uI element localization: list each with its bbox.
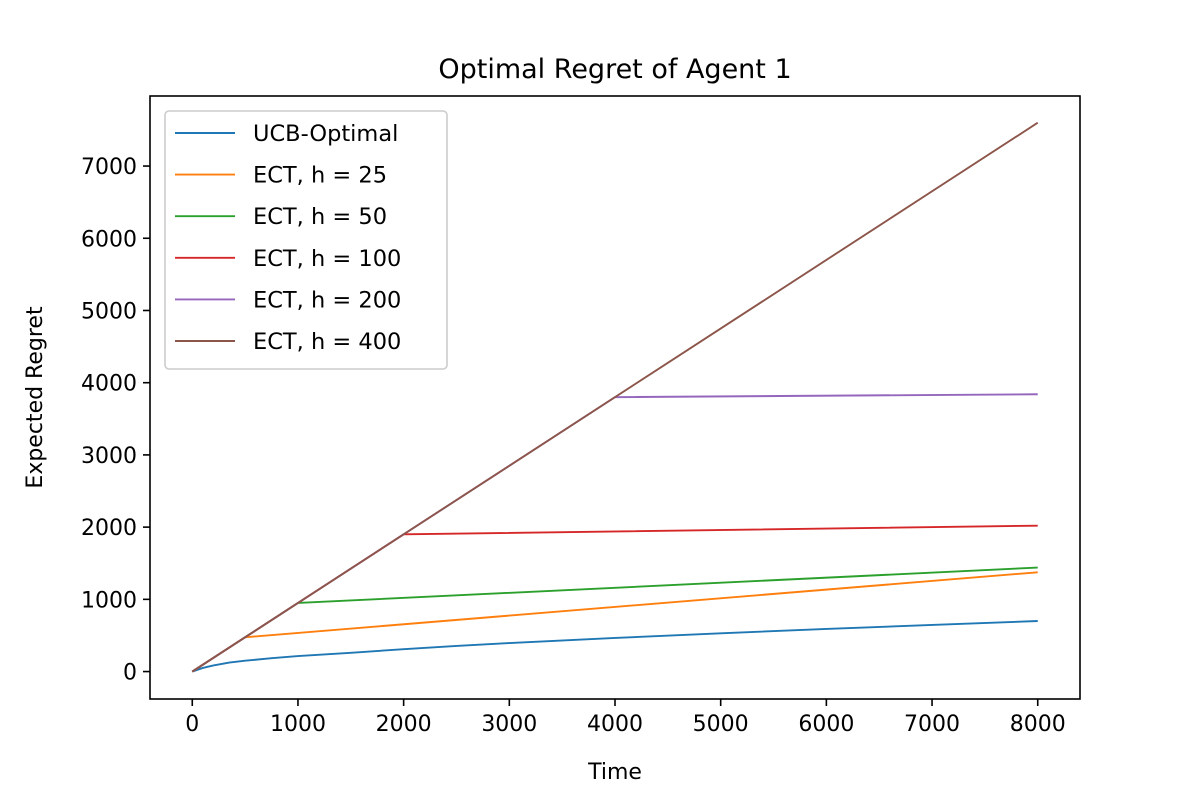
legend-label-5: ECT, h = 200: [253, 287, 401, 313]
chart-title: Optimal Regret of Agent 1: [438, 54, 791, 85]
x-tick-label: 6000: [798, 712, 854, 737]
y-tick-label: 4000: [81, 372, 137, 397]
y-tick-label: 6000: [81, 227, 137, 252]
legend-box: [164, 110, 448, 370]
legend-label-2: ECT, h = 25: [253, 163, 387, 189]
series-line-1: [191, 620, 1038, 673]
y-tick-label: 0: [123, 661, 137, 686]
x-tick-label: 3000: [481, 712, 537, 737]
legend-label-3: ECT, h = 50: [253, 204, 387, 230]
y-tick-label: 7000: [81, 155, 137, 180]
x-axis-label: Time: [587, 760, 642, 785]
y-tick-label: 5000: [81, 299, 137, 324]
x-tick-label: 1000: [270, 712, 326, 737]
y-axis-label: Expected Regret: [23, 306, 48, 489]
legend-label-6: ECT, h = 400: [253, 329, 401, 355]
series-line-5: [191, 393, 1038, 673]
legend-label-4: ECT, h = 100: [253, 246, 401, 272]
x-tick-label: 8000: [1010, 712, 1066, 737]
x-tick-label: 4000: [587, 712, 643, 737]
x-tick-label: 5000: [693, 712, 749, 737]
x-tick-label: 0: [185, 712, 199, 737]
series-line-6: [191, 121, 1039, 673]
legend-label-1: UCB-Optimal: [253, 121, 398, 147]
x-tick-label: 7000: [904, 712, 960, 737]
x-tick-label: 2000: [376, 712, 432, 737]
y-tick-label: 3000: [81, 444, 137, 469]
y-tick-label: 2000: [81, 516, 137, 541]
series-line-4: [191, 524, 1038, 673]
y-tick-label: 1000: [81, 588, 137, 613]
